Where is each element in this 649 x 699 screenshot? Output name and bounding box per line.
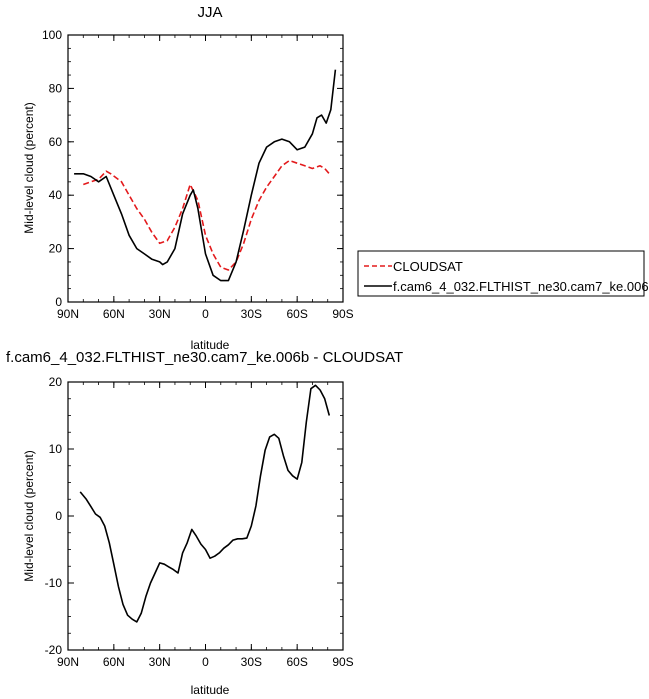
top-chart-ytick-label: 40: [49, 188, 63, 202]
top-chart-xtick-label: 30S: [241, 307, 262, 321]
top-chart-xtick-label: 60S: [286, 307, 307, 321]
bottom-chart-series-line-0: [79, 384, 331, 623]
bottom-chart-ytick-label: 20: [49, 375, 63, 389]
panel-bottom: f.cam6_4_032.FLTHIST_ne30.cam7_ke.006b -…: [6, 349, 403, 697]
bottom-chart-xtick-label: 30N: [149, 655, 171, 669]
bottom-chart-xtick-label: 90S: [332, 655, 353, 669]
bottom-chart-ytick-label: -20: [45, 643, 63, 657]
bottom-chart-ytick-label: -10: [45, 576, 63, 590]
bottom-chart-series: [79, 384, 331, 623]
bottom-chart-plot-frame: [67, 381, 344, 651]
legend-box: [357, 250, 645, 297]
top-chart-series-line-1: [74, 69, 337, 282]
top-chart-xlabel: latitude: [191, 338, 230, 352]
legend-label-model: f.cam6_4_032.FLTHIST_ne30.cam7_ke.006b: [393, 279, 649, 294]
bottom-chart-xlabel: latitude: [191, 683, 230, 697]
top-chart-xtick-label: 30N: [149, 307, 171, 321]
bottom-chart-xtick-label: 0: [202, 655, 209, 669]
panel-top: JJA 90N 60N 30N 0 30S 60S 90S 0 20 40 60 80 100 lati…: [22, 4, 354, 352]
top-chart-plot-frame: [67, 34, 344, 303]
bottom-chart-ylabel: Mid-level cloud (percent): [22, 450, 36, 581]
top-chart-ylabel: Mid-level cloud (percent): [22, 102, 36, 233]
bottom-chart-axes: 90N 60N 30N 0 30S 60S 90S -20 -10 0 10 20: [45, 375, 354, 669]
top-chart-xtick-label: 90S: [332, 307, 353, 321]
top-chart-series: [74, 69, 337, 282]
top-chart-xtick-label: 0: [202, 307, 209, 321]
top-chart-xtick-label: 90N: [57, 307, 79, 321]
top-chart-ytick-label: 0: [55, 295, 62, 309]
bottom-chart-ytick-label: 0: [55, 509, 62, 523]
bottom-chart-xtick-label: 60N: [103, 655, 125, 669]
top-chart-ytick-label: 80: [49, 81, 63, 95]
top-chart-series-line-0: [83, 159, 330, 271]
top-chart-xtick-label: 60N: [103, 307, 125, 321]
top-chart-ytick-label: 20: [49, 242, 63, 256]
top-chart-ytick-label: 100: [42, 28, 62, 42]
bottom-chart-ytick-label: 10: [49, 442, 63, 456]
bottom-chart-xtick-label: 60S: [286, 655, 307, 669]
legend-label-cloudsat: CLOUDSAT: [393, 259, 463, 274]
bottom-chart-title: f.cam6_4_032.FLTHIST_ne30.cam7_ke.006b -…: [6, 349, 403, 366]
top-chart-axes: 90N 60N 30N 0 30S 60S 90S 0 20 40 60 80 100: [42, 28, 354, 321]
bottom-chart-xtick-label: 90N: [57, 655, 79, 669]
top-chart-ytick-label: 60: [49, 135, 63, 149]
legend: CLOUDSAT f.cam6_4_032.FLTHIST_ne30.cam7_…: [357, 250, 649, 297]
top-chart-title: JJA: [197, 4, 222, 21]
bottom-chart-xtick-label: 30S: [241, 655, 262, 669]
